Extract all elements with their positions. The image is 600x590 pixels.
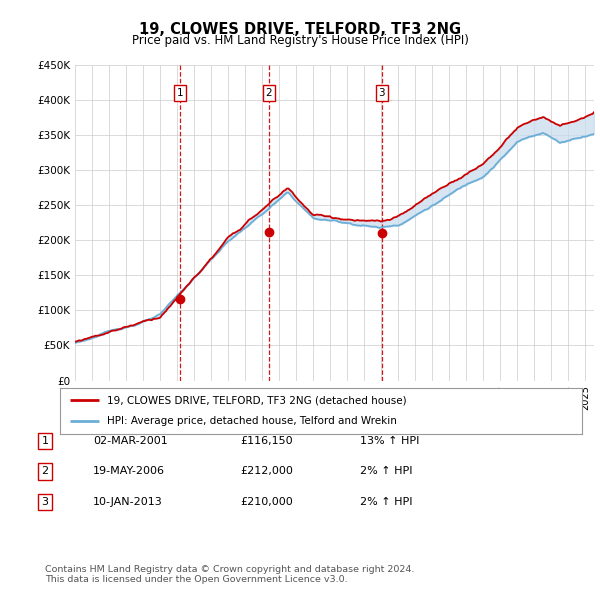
Text: 2: 2 — [265, 88, 272, 98]
Text: 2% ↑ HPI: 2% ↑ HPI — [360, 467, 413, 476]
Text: 3: 3 — [41, 497, 49, 507]
Text: 1: 1 — [41, 436, 49, 445]
Text: £116,150: £116,150 — [240, 436, 293, 445]
Text: 13% ↑ HPI: 13% ↑ HPI — [360, 436, 419, 445]
Text: HPI: Average price, detached house, Telford and Wrekin: HPI: Average price, detached house, Telf… — [107, 417, 397, 427]
Text: 19, CLOWES DRIVE, TELFORD, TF3 2NG: 19, CLOWES DRIVE, TELFORD, TF3 2NG — [139, 22, 461, 37]
Text: Price paid vs. HM Land Registry's House Price Index (HPI): Price paid vs. HM Land Registry's House … — [131, 34, 469, 47]
Text: 3: 3 — [379, 88, 385, 98]
Text: 02-MAR-2001: 02-MAR-2001 — [93, 436, 168, 445]
Text: 2: 2 — [41, 467, 49, 476]
Text: 19, CLOWES DRIVE, TELFORD, TF3 2NG (detached house): 19, CLOWES DRIVE, TELFORD, TF3 2NG (deta… — [107, 395, 407, 405]
Text: £210,000: £210,000 — [240, 497, 293, 507]
Text: 19-MAY-2006: 19-MAY-2006 — [93, 467, 165, 476]
Text: Contains HM Land Registry data © Crown copyright and database right 2024.: Contains HM Land Registry data © Crown c… — [45, 565, 415, 574]
Text: This data is licensed under the Open Government Licence v3.0.: This data is licensed under the Open Gov… — [45, 575, 347, 584]
Text: 1: 1 — [176, 88, 184, 98]
Text: 10-JAN-2013: 10-JAN-2013 — [93, 497, 163, 507]
Text: 2% ↑ HPI: 2% ↑ HPI — [360, 497, 413, 507]
Text: £212,000: £212,000 — [240, 467, 293, 476]
